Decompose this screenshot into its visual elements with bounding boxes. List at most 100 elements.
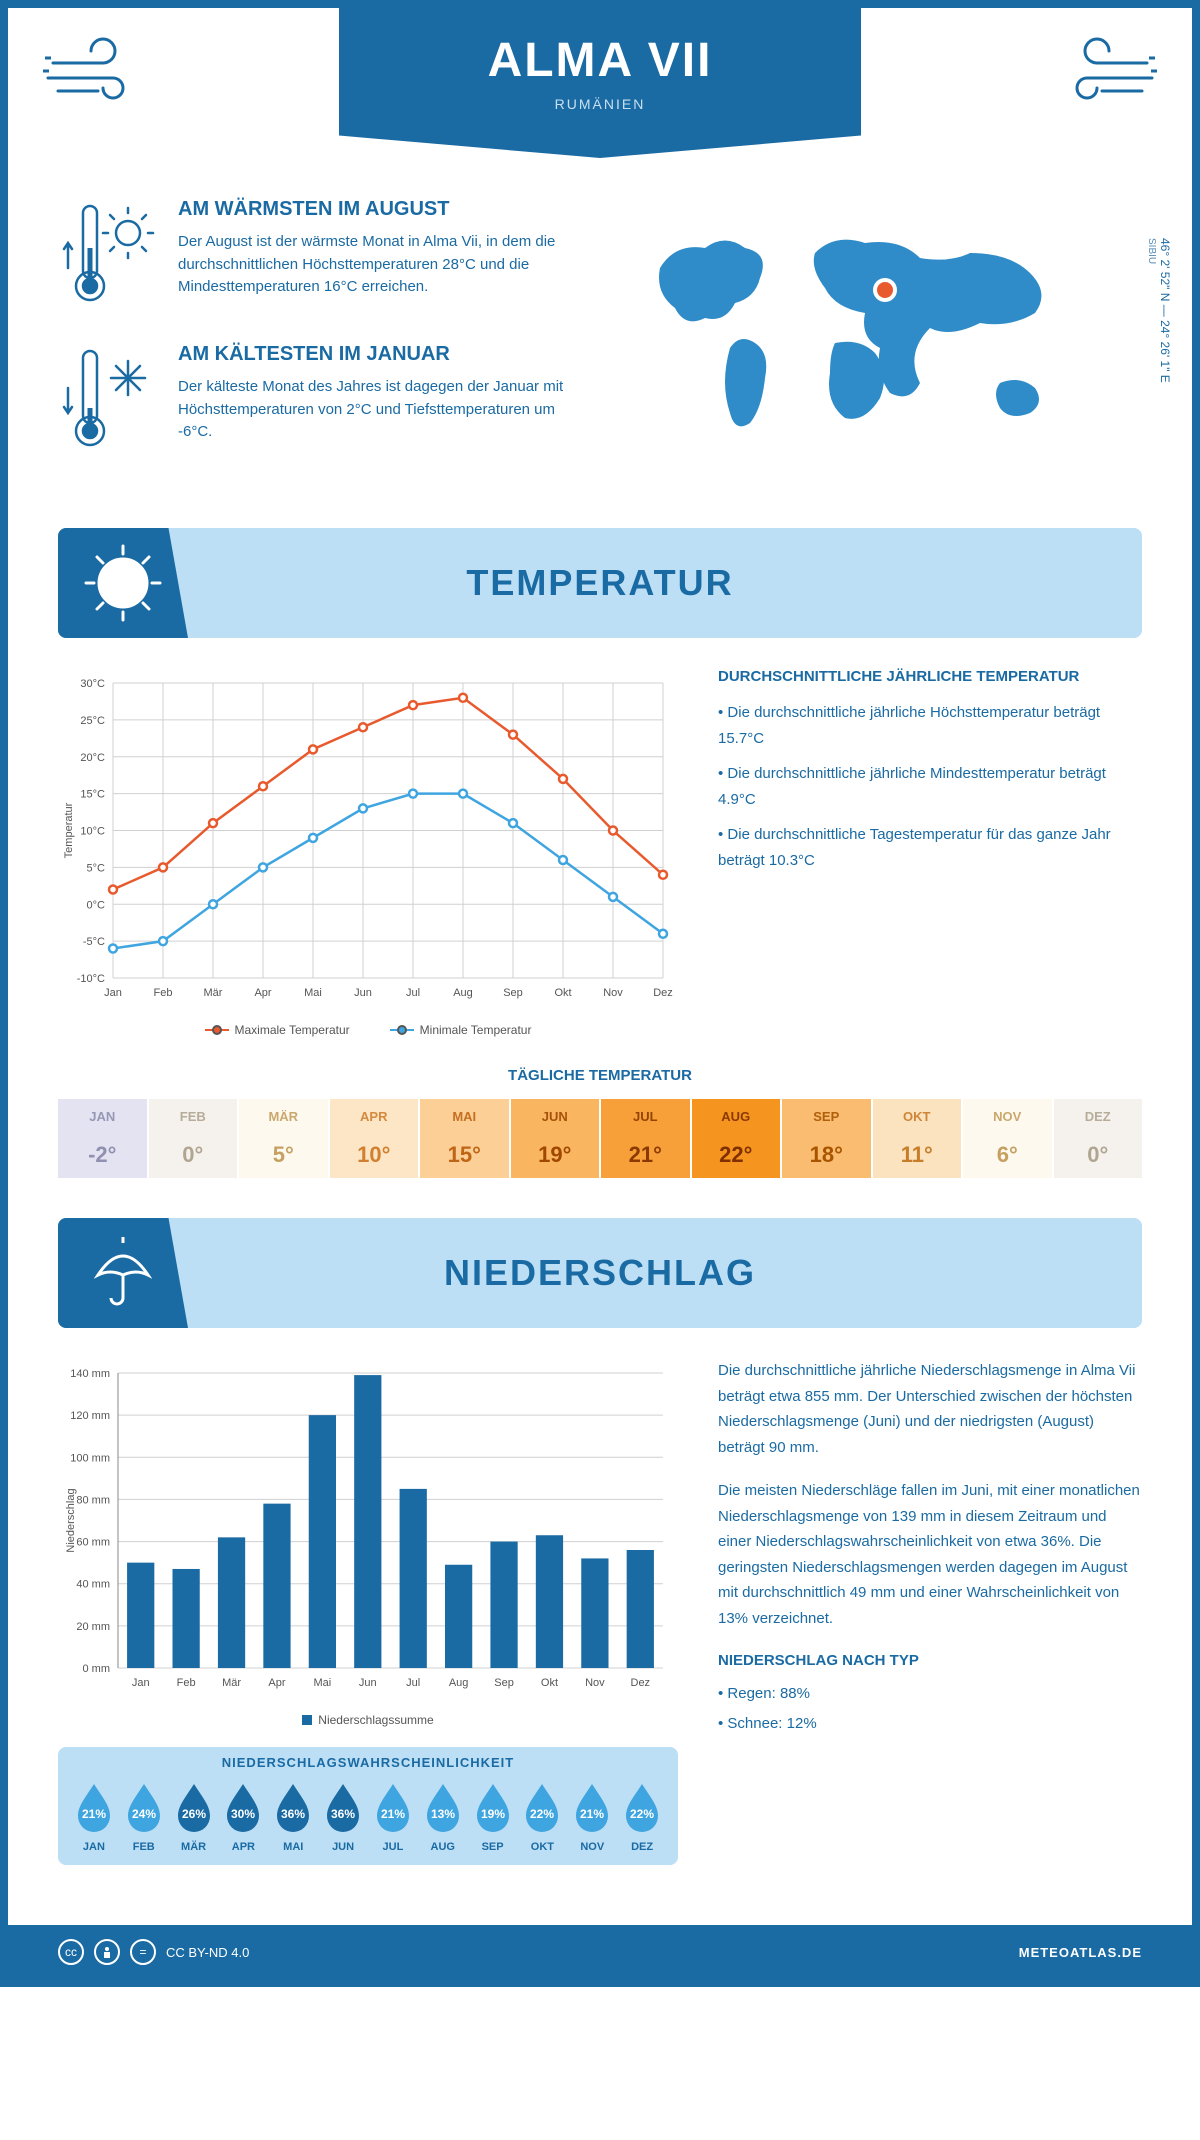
svg-text:Temperatur: Temperatur [63, 802, 75, 858]
daily-temp-cell: APR10° [330, 1099, 419, 1178]
daily-temp-cell: FEB0° [149, 1099, 238, 1178]
svg-text:Apr: Apr [254, 987, 271, 999]
svg-text:40 mm: 40 mm [76, 1579, 110, 1591]
precip-drop: 21%JUL [369, 1780, 417, 1853]
precip-drop: 13%AUG [419, 1780, 467, 1853]
precipitation-bar-chart: 0 mm20 mm40 mm60 mm80 mm100 mm120 mm140 … [58, 1358, 678, 1698]
svg-text:120 mm: 120 mm [70, 1410, 110, 1422]
page-title: ALMA VII [310, 33, 890, 88]
thermometer-sun-icon [58, 198, 158, 313]
precipitation-title: NIEDERSCHLAG [188, 1252, 1142, 1294]
svg-text:Apr: Apr [268, 1677, 285, 1689]
svg-text:36%: 36% [281, 1807, 305, 1821]
svg-text:-10°C: -10°C [77, 973, 105, 985]
daily-temp-cell: AUG22° [692, 1099, 781, 1178]
svg-text:15°C: 15°C [80, 789, 105, 801]
svg-text:Mär: Mär [204, 987, 223, 999]
temperature-legend: Maximale Temperatur Minimale Temperatur [58, 1023, 678, 1037]
wind-icon [1047, 33, 1157, 118]
umbrella-icon [58, 1218, 188, 1328]
svg-text:Mai: Mai [304, 987, 322, 999]
cc-icon: cc [58, 1939, 84, 1965]
precip-drop: 21%NOV [568, 1780, 616, 1853]
svg-text:20°C: 20°C [80, 752, 105, 764]
svg-text:Okt: Okt [554, 987, 571, 999]
svg-text:0 mm: 0 mm [83, 1663, 111, 1675]
svg-text:30°C: 30°C [80, 678, 105, 690]
sun-icon [58, 528, 188, 638]
warmest-title: AM WÄRMSTEN IM AUGUST [178, 198, 580, 221]
svg-text:Okt: Okt [541, 1677, 558, 1689]
svg-text:60 mm: 60 mm [76, 1537, 110, 1549]
svg-text:30%: 30% [231, 1807, 255, 1821]
precip-drop: 21%JAN [70, 1780, 118, 1853]
daily-temp-grid: JAN-2°FEB0°MÄR5°APR10°MAI15°JUN19°JUL21°… [58, 1099, 1142, 1178]
title-banner: ALMA VII RUMÄNIEN [310, 8, 890, 158]
svg-text:22%: 22% [530, 1807, 554, 1821]
svg-text:Jul: Jul [406, 987, 420, 999]
svg-text:Dez: Dez [631, 1677, 651, 1689]
temperature-section-header: TEMPERATUR [58, 528, 1142, 638]
svg-text:19%: 19% [481, 1807, 505, 1821]
daily-temp-cell: JAN-2° [58, 1099, 147, 1178]
precip-drop: 24%FEB [120, 1780, 168, 1853]
header: ALMA VII RUMÄNIEN [8, 8, 1192, 198]
daily-temp-title: TÄGLICHE TEMPERATUR [58, 1067, 1142, 1084]
warmest-block: AM WÄRMSTEN IM AUGUST Der August ist der… [58, 198, 580, 313]
daily-temp-cell: JUN19° [511, 1099, 600, 1178]
svg-text:25°C: 25°C [80, 715, 105, 727]
svg-text:Aug: Aug [449, 1677, 469, 1689]
daily-temp-cell: JUL21° [601, 1099, 690, 1178]
svg-text:21%: 21% [580, 1807, 604, 1821]
svg-text:26%: 26% [182, 1807, 206, 1821]
wind-icon [43, 33, 153, 118]
svg-text:10°C: 10°C [80, 826, 105, 838]
svg-text:Sep: Sep [494, 1677, 514, 1689]
svg-text:Mär: Mär [222, 1677, 241, 1689]
svg-text:Jun: Jun [354, 987, 372, 999]
footer: cc = CC BY-ND 4.0 METEOATLAS.DE [8, 1925, 1192, 1979]
svg-text:22%: 22% [630, 1807, 654, 1821]
svg-text:Niederschlag: Niederschlag [65, 1488, 77, 1552]
warmest-text: Der August ist der wärmste Monat in Alma… [178, 231, 580, 299]
coldest-title: AM KÄLTESTEN IM JANUAR [178, 343, 580, 366]
svg-text:100 mm: 100 mm [70, 1452, 110, 1464]
svg-text:Nov: Nov [585, 1677, 605, 1689]
svg-text:Jan: Jan [104, 987, 122, 999]
svg-text:0°C: 0°C [87, 899, 106, 911]
license-text: CC BY-ND 4.0 [166, 1945, 249, 1960]
daily-temp-cell: MAI15° [420, 1099, 509, 1178]
site-name: METEOATLAS.DE [1019, 1945, 1142, 1960]
svg-text:5°C: 5°C [87, 862, 106, 874]
precipitation-section-header: NIEDERSCHLAG [58, 1218, 1142, 1328]
svg-text:-5°C: -5°C [83, 936, 105, 948]
daily-temp-cell: NOV6° [963, 1099, 1052, 1178]
svg-text:24%: 24% [132, 1807, 156, 1821]
svg-text:Feb: Feb [154, 987, 173, 999]
daily-temp-cell: MÄR5° [239, 1099, 328, 1178]
thermometer-snow-icon [58, 343, 158, 458]
svg-text:Mai: Mai [314, 1677, 332, 1689]
svg-text:Aug: Aug [453, 987, 473, 999]
precip-drop: 36%MAI [269, 1780, 317, 1853]
nd-icon: = [130, 1939, 156, 1965]
coldest-block: AM KÄLTESTEN IM JANUAR Der kälteste Mona… [58, 343, 580, 458]
world-map [620, 198, 1142, 463]
svg-text:140 mm: 140 mm [70, 1368, 110, 1380]
svg-text:Jan: Jan [132, 1677, 150, 1689]
precipitation-text: Die durchschnittliche jährliche Niedersc… [718, 1358, 1142, 1740]
precip-drop: 36%JUN [319, 1780, 367, 1853]
precip-drop: 19%SEP [469, 1780, 517, 1853]
svg-text:36%: 36% [331, 1807, 355, 1821]
svg-text:13%: 13% [431, 1807, 455, 1821]
temperature-line-chart: -10°C -5°C 0°C 5°C 10°C 15°C 20°C 25°C 30°C Jan Fe… [58, 668, 678, 1008]
daily-temp-cell: DEZ0° [1054, 1099, 1143, 1178]
precip-drop: 22%DEZ [618, 1780, 666, 1853]
svg-text:Feb: Feb [177, 1677, 196, 1689]
svg-text:Jul: Jul [406, 1677, 420, 1689]
coldest-text: Der kälteste Monat des Jahres ist dagege… [178, 376, 580, 444]
svg-text:Dez: Dez [653, 987, 673, 999]
precip-drop: 22%OKT [518, 1780, 566, 1853]
svg-text:21%: 21% [82, 1807, 106, 1821]
svg-text:80 mm: 80 mm [76, 1494, 110, 1506]
